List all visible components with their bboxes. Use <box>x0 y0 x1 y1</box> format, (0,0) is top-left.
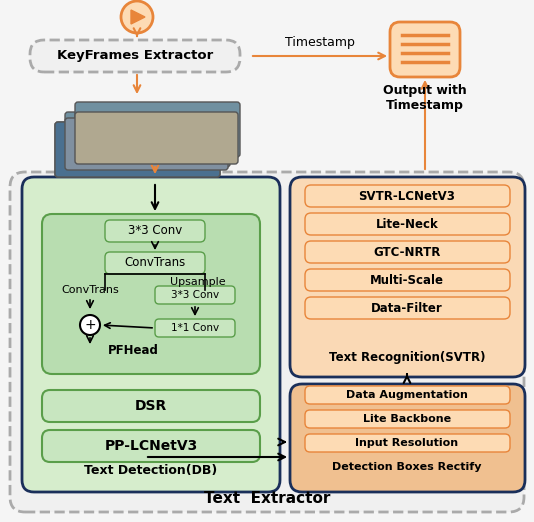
Text: 1*1 Conv: 1*1 Conv <box>171 323 219 333</box>
Text: Detection Boxes Rectify: Detection Boxes Rectify <box>332 462 482 472</box>
FancyBboxPatch shape <box>55 122 220 177</box>
FancyBboxPatch shape <box>305 185 510 207</box>
Text: Timestamp: Timestamp <box>285 36 355 49</box>
FancyBboxPatch shape <box>22 177 280 492</box>
FancyBboxPatch shape <box>65 112 230 167</box>
FancyBboxPatch shape <box>305 269 510 291</box>
Text: SVTR-LCNetV3: SVTR-LCNetV3 <box>358 189 456 203</box>
FancyBboxPatch shape <box>305 386 510 404</box>
FancyBboxPatch shape <box>305 241 510 263</box>
FancyBboxPatch shape <box>65 118 228 170</box>
Text: Output with
Timestamp: Output with Timestamp <box>383 84 467 112</box>
Text: Data Augmentation: Data Augmentation <box>346 390 468 400</box>
Text: DSR: DSR <box>135 399 167 413</box>
Text: Data-Filter: Data-Filter <box>371 302 443 314</box>
Text: Input Resolution: Input Resolution <box>356 438 459 448</box>
Polygon shape <box>131 10 145 24</box>
FancyBboxPatch shape <box>105 252 205 274</box>
Text: PFHead: PFHead <box>108 343 159 357</box>
FancyBboxPatch shape <box>390 22 460 77</box>
FancyBboxPatch shape <box>155 319 235 337</box>
FancyBboxPatch shape <box>105 220 205 242</box>
FancyBboxPatch shape <box>42 430 260 462</box>
FancyBboxPatch shape <box>290 384 525 492</box>
FancyBboxPatch shape <box>305 297 510 319</box>
Text: Text  Extractor: Text Extractor <box>204 491 330 506</box>
FancyBboxPatch shape <box>75 112 238 164</box>
Text: ConvTrans: ConvTrans <box>124 256 186 269</box>
FancyBboxPatch shape <box>155 286 235 304</box>
FancyBboxPatch shape <box>305 213 510 235</box>
FancyBboxPatch shape <box>42 214 260 374</box>
FancyBboxPatch shape <box>75 102 240 157</box>
Circle shape <box>121 1 153 33</box>
Text: 3*3 Conv: 3*3 Conv <box>128 224 182 238</box>
Text: Text Recognition(SVTR): Text Recognition(SVTR) <box>329 351 485 364</box>
Text: Lite-Neck: Lite-Neck <box>375 218 438 231</box>
FancyBboxPatch shape <box>55 122 220 177</box>
Text: Upsample: Upsample <box>170 277 226 287</box>
Text: Multi-Scale: Multi-Scale <box>370 274 444 287</box>
Circle shape <box>80 315 100 335</box>
FancyBboxPatch shape <box>290 177 525 377</box>
Text: Lite Backbone: Lite Backbone <box>363 414 451 424</box>
Text: 3*3 Conv: 3*3 Conv <box>171 290 219 300</box>
Text: PP-LCNetV3: PP-LCNetV3 <box>104 439 198 453</box>
Text: Text Detection(DB): Text Detection(DB) <box>84 464 218 477</box>
FancyBboxPatch shape <box>305 410 510 428</box>
Text: ConvTrans: ConvTrans <box>61 285 119 295</box>
FancyBboxPatch shape <box>30 40 240 72</box>
Text: KeyFrames Extractor: KeyFrames Extractor <box>57 50 213 63</box>
Text: +: + <box>84 318 96 332</box>
FancyBboxPatch shape <box>10 172 524 512</box>
Text: GTC-NRTR: GTC-NRTR <box>373 245 441 258</box>
FancyBboxPatch shape <box>305 434 510 452</box>
FancyBboxPatch shape <box>42 390 260 422</box>
